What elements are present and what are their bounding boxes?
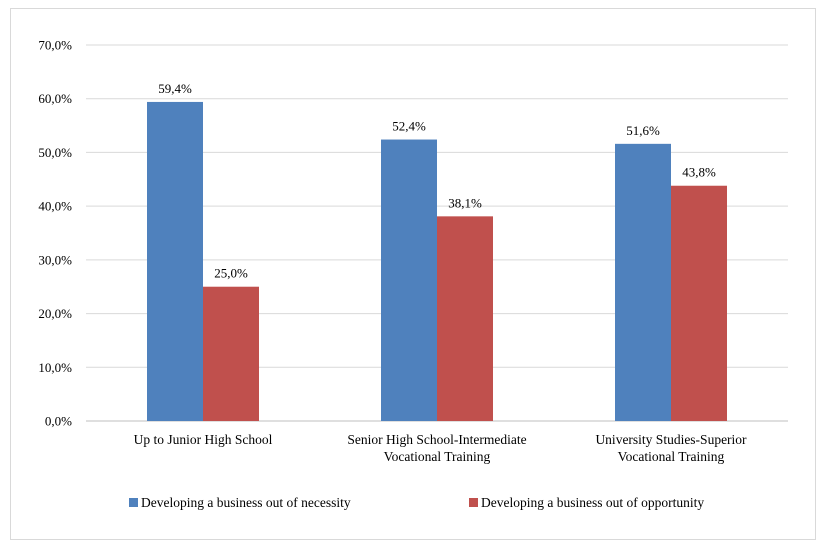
- y-tick-label: 30,0%: [38, 252, 72, 267]
- x-category-label: Vocational Training: [384, 449, 491, 464]
- y-tick-label: 40,0%: [38, 199, 72, 214]
- x-category-label: Senior High School-Intermediate: [347, 432, 526, 447]
- legend-label: Developing a business out of opportunity: [481, 495, 704, 510]
- y-tick-label: 70,0%: [38, 38, 72, 53]
- data-label: 59,4%: [158, 81, 192, 96]
- x-category-label: Vocational Training: [618, 449, 725, 464]
- data-label: 25,0%: [214, 266, 248, 281]
- bar-opportunity: [671, 185, 727, 421]
- y-tick-label: 60,0%: [38, 91, 72, 106]
- data-label: 43,8%: [682, 165, 716, 180]
- data-label: 52,4%: [392, 119, 426, 134]
- bar-necessity: [615, 143, 671, 421]
- x-category-label: Up to Junior High School: [134, 432, 273, 447]
- legend-swatch-opportunity: [469, 498, 478, 507]
- bar-necessity: [381, 139, 437, 421]
- legend-label: Developing a business out of necessity: [141, 495, 351, 510]
- y-tick-label: 20,0%: [38, 306, 72, 321]
- y-tick-label: 0,0%: [45, 414, 72, 429]
- legend-swatch-necessity: [129, 498, 138, 507]
- x-category-label: University Studies-Superior: [595, 432, 747, 447]
- bar-opportunity: [437, 216, 493, 421]
- data-label: 51,6%: [626, 123, 660, 138]
- data-label: 38,1%: [448, 195, 482, 210]
- bar-opportunity: [203, 286, 259, 421]
- bar-necessity: [147, 101, 203, 422]
- y-tick-label: 50,0%: [38, 145, 72, 160]
- y-tick-label: 10,0%: [38, 360, 72, 375]
